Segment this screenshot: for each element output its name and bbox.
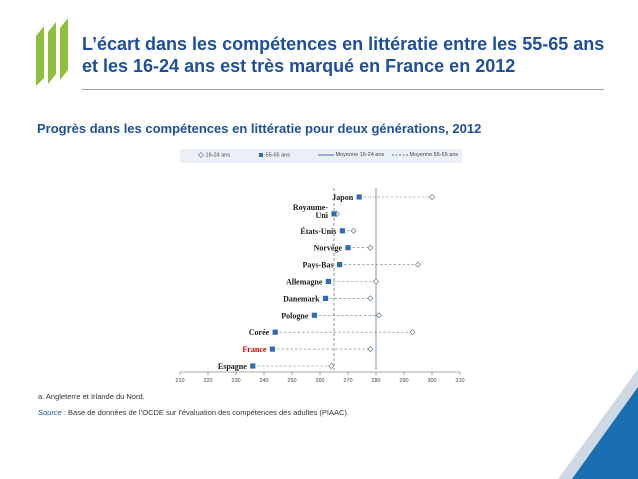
oecd-logo-icon [36, 18, 68, 86]
footnote: a. Angleterre et Irlande du Nord. [38, 392, 145, 401]
legend-label-mean-young: Moyenne 16-24 ans [335, 152, 385, 158]
point-16-24 [328, 362, 335, 370]
category-label: États-Unis [300, 226, 336, 236]
x-tick-label: 230 [231, 378, 240, 384]
x-tick-label: 280 [371, 378, 380, 384]
x-tick-label: 220 [203, 378, 212, 384]
category-label: Espagne [218, 362, 247, 371]
point-55-65 [339, 228, 345, 234]
point-16-24 [372, 278, 380, 285]
category-label: Norvège [314, 244, 343, 253]
point-16-24 [375, 312, 382, 319]
point-16-24 [414, 261, 422, 268]
legend-label-mean-old: Moyenne 55-65 ans [409, 152, 459, 158]
point-55-65 [345, 245, 351, 251]
point-55-65 [325, 278, 331, 285]
point-16-24 [409, 329, 416, 336]
legend-item-old: 55-65 ans [258, 152, 290, 158]
chart-legend: 16-24 ans 55-65 ans Moyenne 16-24 ans Mo… [180, 149, 462, 163]
page-title-line1: L’écart dans les compétences en littérat… [82, 34, 605, 54]
point-55-65 [311, 312, 317, 318]
point-55-65 [272, 329, 278, 335]
x-tick-label: 270 [343, 378, 352, 384]
x-tick-label: 260 [315, 378, 324, 384]
category-label: Corée [249, 328, 270, 337]
category-label: Royaume- [293, 203, 328, 212]
point-55-65 [331, 211, 337, 217]
open-diamond-icon [198, 152, 204, 158]
corner-decoration-icon [558, 369, 638, 479]
point-16-24 [367, 244, 374, 251]
category-label: Pologne [281, 311, 309, 320]
filled-square-icon [259, 153, 263, 157]
chart-subtitle: Progrès dans les compétences en littérat… [37, 121, 482, 136]
legend-item-mean-old: Moyenne 55-65 ans [392, 152, 458, 158]
category-label: France [242, 345, 266, 354]
source-text: Base de données de l’OCDE sur l’évaluati… [68, 408, 350, 417]
source-separator: : [61, 408, 69, 417]
point-55-65 [250, 363, 256, 369]
solid-line-icon [318, 154, 334, 155]
category-label: Danemark [283, 294, 320, 303]
legend-label-old: 55-65 ans [265, 152, 290, 159]
point-55-65 [269, 346, 275, 352]
point-16-24 [428, 193, 436, 201]
x-tick-label: 290 [399, 378, 408, 384]
category-label: Japon [332, 193, 353, 202]
legend-item-young: 16-24 ans [198, 152, 230, 158]
page-title: L’écart dans les compétences en littérat… [82, 33, 622, 77]
point-16-24 [367, 295, 374, 302]
x-tick-label: 310 [455, 378, 464, 384]
page-title-line2: et les 16-24 ans est très marqué en Fran… [82, 56, 516, 76]
dashed-line-icon [392, 154, 408, 155]
point-16-24 [367, 346, 374, 353]
x-tick-label: 240 [259, 378, 268, 384]
title-divider [82, 89, 604, 90]
point-16-24 [350, 227, 357, 234]
point-55-65 [323, 295, 329, 301]
x-tick-label: 300 [427, 378, 436, 384]
legend-item-mean-young: Moyenne 16-24 ans [318, 152, 384, 158]
category-label: Uni [316, 211, 329, 220]
plot-area [180, 182, 460, 372]
category-label: Allemagne [286, 278, 323, 287]
source-note: Source : Base de données de l’OCDE sur l… [38, 408, 349, 417]
legend-label-young: 16-24 ans [205, 152, 230, 159]
x-tick-label: 210 [175, 378, 184, 384]
x-tick-label: 250 [287, 378, 296, 384]
source-label: Source [38, 408, 62, 417]
point-55-65 [337, 262, 343, 268]
point-55-65 [356, 194, 362, 200]
category-label: Pays-Bas [302, 261, 333, 270]
